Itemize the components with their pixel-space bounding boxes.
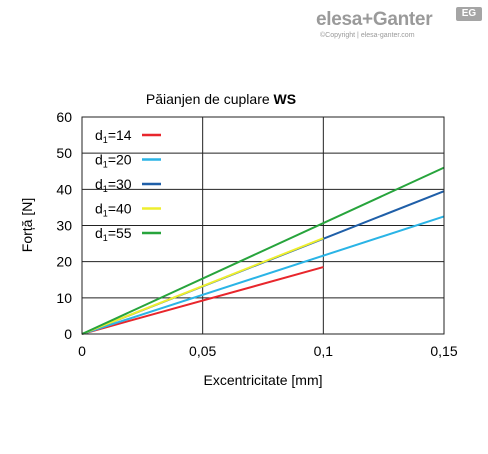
legend-label: d1=14 — [95, 127, 132, 145]
plot-border — [81, 116, 445, 335]
y-tick-label: 0 — [64, 326, 72, 342]
legend-label-value: =14 — [108, 127, 132, 143]
legend-label-subscript: 1 — [103, 160, 108, 170]
legend-label-value: =40 — [108, 201, 132, 217]
elesa-ganter-logo: elesa+Ganter EG ©Copyright | elesa-gante… — [316, 6, 482, 42]
y-tick-label: 30 — [56, 218, 72, 234]
x-axis-label: Excentricitate [mm] — [203, 372, 322, 388]
logo-brand: elesa+Ganter — [316, 9, 433, 30]
legend-label: d1=30 — [95, 176, 132, 194]
y-tick-label: 20 — [56, 254, 72, 270]
legend-label-value: =55 — [108, 225, 132, 241]
legend-label: d1=55 — [95, 225, 132, 243]
legend-label-subscript: 1 — [103, 184, 108, 194]
x-tick-label: 0,1 — [314, 343, 334, 359]
legend-label-main: d — [95, 225, 103, 241]
x-tick-label: 0,15 — [430, 343, 457, 359]
legend-label-value: =20 — [108, 152, 132, 168]
y-axis-label: Forță [N] — [19, 198, 35, 252]
y-tick-label: 50 — [56, 145, 72, 161]
legend-label: d1=40 — [95, 201, 132, 219]
tick-labels: 0 10 20 30 40 50 60 0 0,05 0,1 0,15 — [56, 109, 457, 359]
series-line-d1-20 — [81, 215, 445, 335]
series-line-d1-55 — [81, 166, 445, 335]
legend-label-subscript: 1 — [103, 233, 108, 243]
logo-copyright: ©Copyright | elesa-ganter.com — [320, 32, 415, 39]
legend-label-main: d — [95, 152, 103, 168]
chart-title: Păianjen de cuplare WS — [146, 91, 296, 107]
y-tick-label: 60 — [56, 109, 72, 125]
legend-label: d1=20 — [95, 152, 132, 170]
x-tick-label: 0,05 — [189, 343, 216, 359]
chart-title-bold: WS — [274, 91, 297, 107]
legend-label-main: d — [95, 176, 103, 192]
grid — [82, 117, 444, 334]
series-line-d1-40 — [81, 237, 324, 335]
chart-title-text: Păianjen de cuplare — [146, 91, 274, 107]
series-lines — [81, 166, 445, 335]
legend-label-main: d — [95, 201, 103, 217]
y-tick-label: 10 — [56, 290, 72, 306]
logo-badge: EG — [456, 7, 482, 21]
legend-label-value: =30 — [108, 176, 132, 192]
x-tick-label: 0 — [78, 343, 86, 359]
plot-frame — [81, 116, 445, 335]
legend-label-subscript: 1 — [103, 135, 108, 145]
legend-label-main: d — [95, 127, 103, 143]
legend-label-subscript: 1 — [103, 209, 108, 219]
series-line-d1-14 — [81, 266, 324, 335]
y-tick-label: 40 — [56, 181, 72, 197]
